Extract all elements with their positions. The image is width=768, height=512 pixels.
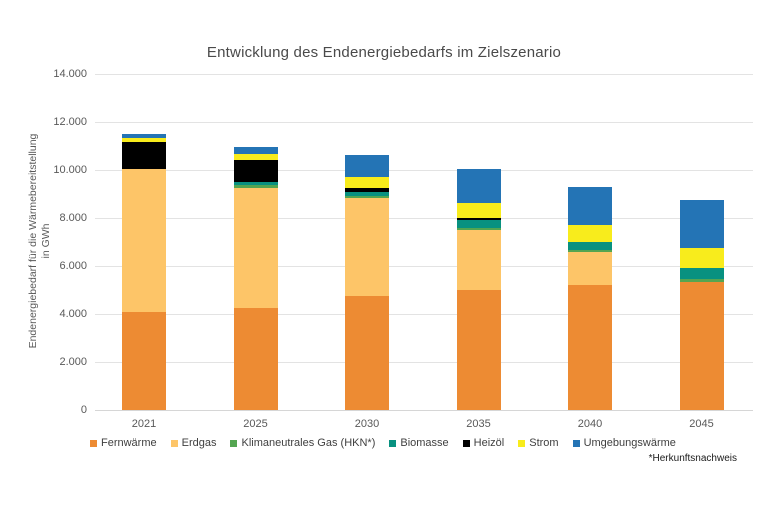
gridline-8000: [95, 217, 753, 219]
legend-label-heizoel: Heizöl: [473, 437, 505, 449]
legend-swatch-heizoel: [462, 439, 470, 447]
bar-segment-biomasse-2040: [568, 241, 612, 250]
bar-segment-strom-2040: [568, 224, 612, 242]
legend-label-strom: Strom: [529, 437, 559, 449]
bar-segment-umgebungswaerme-2035: [456, 169, 501, 203]
legend-label-fernwaerme: Fernwärme: [101, 437, 157, 449]
bar-segment-heizoel-2025: [233, 160, 278, 182]
y-tick-label-8000: 8.000: [59, 212, 87, 224]
legend-item-fernwaerme: Fernwärme: [90, 437, 157, 449]
gridline-14000: [95, 73, 753, 75]
bar-segment-fernwaerme-2045: [679, 281, 724, 410]
bar-segment-strom-2025: [233, 154, 278, 161]
bar-2040: [568, 187, 612, 410]
legend-swatch-umgebungswaerme: [572, 439, 580, 447]
legend-item-strom: Strom: [518, 437, 559, 449]
bar-segment-heizoel-2035: [456, 217, 501, 221]
bar-segment-fernwaerme-2025: [233, 308, 278, 410]
x-tick-label-2025: 2025: [243, 418, 268, 430]
legend-item-erdgas: Erdgas: [170, 437, 217, 449]
bar-segment-fernwaerme-2040: [568, 285, 612, 410]
bar-2021: [122, 134, 166, 410]
bar-segment-klimaneutrales-gas-hkn-2030: [345, 195, 389, 199]
bar-2030: [345, 155, 389, 410]
bar-segment-fernwaerme-2021: [122, 311, 166, 410]
legend-label-umgebungswaerme: Umgebungswärme: [583, 437, 676, 449]
bar-segment-heizoel-2030: [345, 187, 389, 193]
gridline-4000: [95, 313, 753, 315]
bar-segment-erdgas-2021: [122, 168, 166, 312]
bar-segment-strom-2035: [456, 202, 501, 218]
bar-segment-fernwaerme-2030: [345, 296, 389, 410]
y-tick-label-4000: 4.000: [59, 308, 87, 320]
y-tick-label-10000: 10.000: [53, 164, 87, 176]
bar-segment-biomasse-2025: [233, 182, 278, 185]
bar-segment-strom-2045: [679, 248, 724, 269]
bar-2025: [233, 146, 278, 410]
gridline-6000: [95, 265, 753, 267]
gridline-0: [95, 409, 753, 411]
bar-segment-umgebungswaerme-2025: [233, 146, 278, 155]
bar-segment-strom-2021: [122, 138, 166, 143]
legend-swatch-erdgas: [170, 439, 178, 447]
bar-segment-umgebungswaerme-2045: [679, 200, 724, 249]
bar-segment-erdgas-2035: [456, 230, 501, 290]
bar-segment-umgebungswaerme-2040: [568, 187, 612, 225]
x-tick-label-2021: 2021: [131, 418, 157, 430]
legend-item-klimaneutrales-gas-hkn: Klimaneutrales Gas (HKN*): [230, 437, 375, 449]
legend: Fernwärme Erdgas Klimaneutrales Gas (HKN*)…: [90, 437, 676, 449]
bar-2035: [456, 169, 501, 410]
bar-segment-fernwaerme-2035: [456, 290, 501, 410]
y-tick-label-12000: 12.000: [53, 116, 87, 128]
legend-item-heizoel: Heizöl: [462, 437, 505, 449]
y-tick-label-0: 0: [80, 404, 87, 416]
x-tick-label-2030: 2030: [354, 418, 380, 430]
x-tick-label-2040: 2040: [577, 418, 603, 430]
bar-segment-klimaneutrales-gas-hkn-2025: [233, 185, 278, 188]
bar-segment-strom-2030: [345, 176, 389, 188]
bar-segment-biomasse-2035: [456, 220, 501, 228]
chart-title: Entwicklung des Endenergiebedarfs im Zie…: [206, 44, 562, 61]
footnote: *Herkunftsnachweis: [648, 453, 737, 464]
bar-segment-erdgas-2030: [345, 198, 389, 296]
legend-swatch-biomasse: [389, 439, 397, 447]
legend-label-klimaneutrales-gas-hkn: Klimaneutrales Gas (HKN*): [241, 437, 376, 449]
bar-segment-klimaneutrales-gas-hkn-2045: [679, 279, 724, 282]
y-tick-label-6000: 6.000: [59, 260, 87, 272]
gridline-2000: [95, 361, 753, 363]
legend-item-umgebungswaerme: Umgebungswärme: [572, 437, 676, 449]
bar-segment-klimaneutrales-gas-hkn-2040: [568, 249, 612, 253]
gridline-12000: [95, 121, 753, 123]
legend-swatch-fernwaerme: [90, 439, 97, 447]
legend-swatch-klimaneutrales-gas-hkn: [230, 439, 238, 447]
bar-segment-klimaneutrales-gas-hkn-2035: [456, 227, 501, 230]
y-tick-label-2000: 2.000: [59, 356, 87, 368]
bar-segment-biomasse-2030: [345, 192, 389, 196]
bar-segment-heizoel-2021: [122, 142, 166, 169]
x-tick-label-2045: 2045: [689, 418, 714, 430]
x-tick-label-2035: 2035: [466, 418, 491, 430]
gridline-10000: [95, 169, 753, 171]
bar-segment-biomasse-2045: [679, 268, 724, 280]
plot-area: 0 2.000 4.000 6.000 8.000 10.000 12.000 14.000 2…: [53, 68, 753, 430]
bar-segment-erdgas-2025: [233, 188, 278, 308]
legend-label-biomasse: Biomasse: [400, 437, 449, 449]
y-tick-label-14000: 14.000: [53, 68, 87, 80]
legend-item-biomasse: Biomasse: [389, 437, 449, 449]
legend-label-erdgas: Erdgas: [181, 437, 217, 449]
legend-swatch-strom: [518, 439, 526, 447]
bar-2045: [679, 200, 724, 410]
bar-segment-erdgas-2040: [568, 252, 612, 286]
bar-segment-umgebungswaerme-2030: [345, 155, 389, 177]
bar-segment-umgebungswaerme-2021: [122, 134, 166, 139]
